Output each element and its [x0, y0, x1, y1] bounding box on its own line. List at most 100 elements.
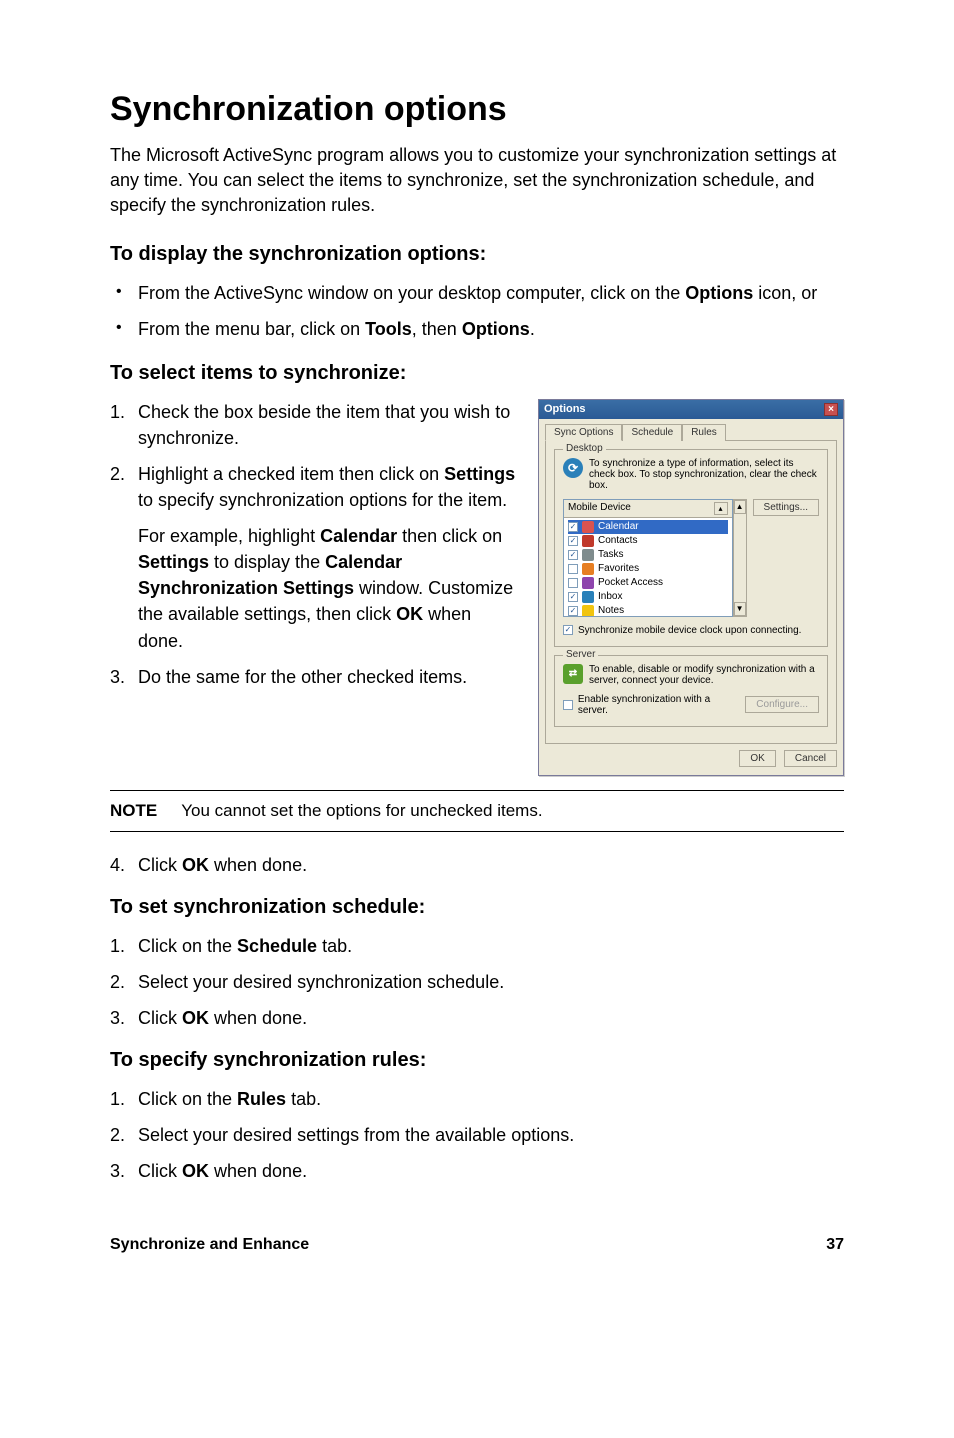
item-icon — [582, 563, 594, 575]
cancel-button[interactable]: Cancel — [784, 750, 837, 767]
sync-clock-checkbox[interactable] — [563, 625, 573, 635]
dialog-panel: Desktop ⟳ To synchronize a type of infor… — [545, 440, 837, 744]
scroll-up-icon[interactable]: ▲ — [734, 500, 746, 514]
list-item[interactable]: Inbox — [568, 590, 728, 604]
desktop-legend: Desktop — [563, 443, 606, 454]
dialog-title: Options — [544, 403, 586, 415]
item-checkbox[interactable] — [568, 550, 578, 560]
options-dialog: Options × Sync Options Schedule Rules De… — [538, 399, 844, 776]
item-icon — [582, 605, 594, 617]
text: when done. — [209, 855, 307, 875]
step-item: Select your desired synchronization sche… — [110, 969, 844, 995]
tab-rules[interactable]: Rules — [682, 424, 726, 441]
note-label: NOTE — [110, 801, 157, 820]
text: Click on the — [138, 936, 237, 956]
item-label: Contacts — [598, 535, 637, 546]
ok-button[interactable]: OK — [739, 750, 775, 767]
step-item: Highlight a checked item then click on S… — [110, 461, 520, 654]
item-icon — [582, 549, 594, 561]
select-steps-cont: Click OK when done. — [110, 852, 844, 878]
text: Click — [138, 1008, 182, 1028]
text: Click — [138, 1161, 182, 1181]
text: to specify synchronization options for t… — [138, 490, 507, 510]
tab-sync-options[interactable]: Sync Options — [545, 424, 622, 441]
item-label: Inbox — [598, 591, 622, 602]
footer-left: Synchronize and Enhance — [110, 1236, 309, 1254]
list-item[interactable]: Calendar — [568, 520, 728, 534]
heading-rules: To specify synchronization rules: — [110, 1049, 844, 1072]
item-checkbox[interactable] — [568, 522, 578, 532]
list-item[interactable]: Pocket Access — [568, 576, 728, 590]
sort-arrow-icon[interactable]: ▴ — [714, 502, 728, 515]
close-icon[interactable]: × — [824, 403, 838, 416]
item-checkbox[interactable] — [568, 536, 578, 546]
heading-select: To select items to synchronize: — [110, 362, 844, 385]
step-subtext: For example, highlight Calendar then cli… — [138, 523, 520, 653]
bold: Schedule — [237, 936, 317, 956]
text: when done. — [209, 1161, 307, 1181]
item-checkbox[interactable] — [568, 578, 578, 588]
desktop-info-text: To synchronize a type of information, se… — [589, 458, 819, 491]
dialog-tabs: Sync Options Schedule Rules — [539, 419, 843, 440]
bold: Options — [462, 319, 530, 339]
intro-text: The Microsoft ActiveSync program allows … — [110, 143, 844, 219]
bold: Options — [685, 283, 753, 303]
bold: OK — [182, 1161, 209, 1181]
item-label: Tasks — [598, 549, 624, 560]
text: Click on the — [138, 1089, 237, 1109]
item-label: Pocket Access — [598, 577, 663, 588]
sync-clock-label: Synchronize mobile device clock upon con… — [578, 625, 801, 636]
bold: Settings — [444, 464, 515, 484]
text: For example, highlight — [138, 526, 320, 546]
text: From the ActiveSync window on your deskt… — [138, 283, 685, 303]
item-checkbox[interactable] — [568, 606, 578, 616]
list-scrollbar[interactable]: ▲ ▼ — [733, 499, 747, 617]
text: tab. — [317, 936, 352, 956]
sync-info-icon: ⟳ — [563, 458, 583, 478]
bullet-item: From the menu bar, click on Tools, then … — [110, 316, 844, 342]
list-item[interactable]: Favorites — [568, 562, 728, 576]
list-header-label: Mobile Device — [568, 502, 631, 515]
note-text: You cannot set the options for unchecked… — [181, 801, 542, 820]
step-item: Check the box beside the item that you w… — [110, 399, 520, 451]
list-item[interactable]: Tasks — [568, 548, 728, 562]
text: when done. — [209, 1008, 307, 1028]
settings-button[interactable]: Settings... — [753, 499, 819, 516]
step-item: Click OK when done. — [110, 1005, 844, 1031]
server-legend: Server — [563, 649, 598, 660]
text: Click — [138, 855, 182, 875]
dialog-titlebar[interactable]: Options × — [539, 400, 843, 419]
item-icon — [582, 535, 594, 547]
enable-server-checkbox[interactable] — [563, 700, 573, 710]
item-label: Calendar — [598, 521, 639, 532]
item-label: Favorites — [598, 563, 639, 574]
item-icon — [582, 591, 594, 603]
bold: OK — [396, 604, 423, 624]
mobile-device-listbox[interactable]: Mobile Device ▴ Calendar Contacts Tasks Fav… — [563, 499, 733, 617]
item-icon — [582, 577, 594, 589]
heading-schedule: To set synchronization schedule: — [110, 896, 844, 919]
list-item[interactable]: Notes — [568, 604, 728, 617]
item-checkbox[interactable] — [568, 564, 578, 574]
bold: OK — [182, 855, 209, 875]
list-header[interactable]: Mobile Device ▴ — [564, 500, 732, 518]
item-checkbox[interactable] — [568, 592, 578, 602]
text: then click on — [397, 526, 502, 546]
text: icon, or — [753, 283, 817, 303]
item-label: Notes — [598, 605, 624, 616]
footer-right: 37 — [826, 1236, 844, 1254]
step-item: Select your desired settings from the av… — [110, 1122, 844, 1148]
text: tab. — [286, 1089, 321, 1109]
list-item[interactable]: Contacts — [568, 534, 728, 548]
step-item: Click OK when done. — [110, 1158, 844, 1184]
bold: Tools — [365, 319, 412, 339]
enable-server-label: Enable synchronization with a server. — [578, 694, 740, 716]
scroll-down-icon[interactable]: ▼ — [734, 602, 746, 616]
server-fieldset: Server ⇄ To enable, disable or modify sy… — [554, 655, 828, 727]
schedule-steps: Click on the Schedule tab. Select your d… — [110, 933, 844, 1031]
bold: Calendar — [320, 526, 397, 546]
bold: Rules — [237, 1089, 286, 1109]
text: Highlight a checked item then click on — [138, 464, 444, 484]
page-footer: Synchronize and Enhance 37 — [110, 1224, 844, 1254]
tab-schedule[interactable]: Schedule — [622, 424, 682, 441]
